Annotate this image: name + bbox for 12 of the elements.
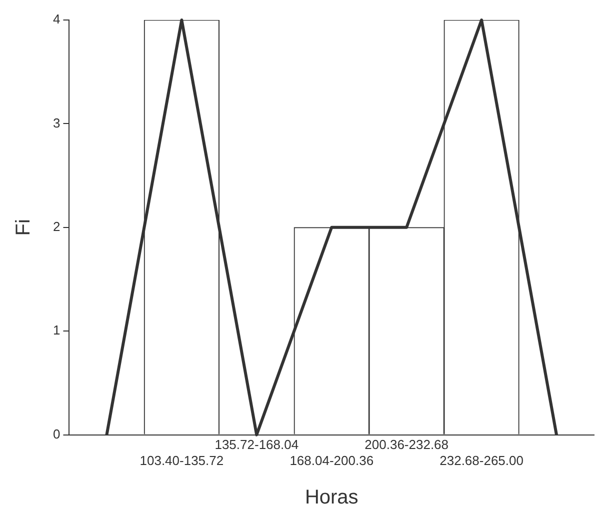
y-tick-label: 2 [52,218,60,234]
x-tick-label: 135.72-168.04 [214,437,299,452]
y-tick-label: 0 [52,426,60,442]
x-axis-title: Horas [304,486,358,509]
x-tick-label: 103.40-135.72 [140,452,224,468]
x-tick-label: 232.68-265.00 [440,452,524,468]
y-tick-label: 1 [52,322,60,338]
y-tick-label: 3 [52,115,60,130]
x-tick-label: 168.04-200.36 [290,452,374,468]
x-tick-label: 200.36-232.68 [364,437,449,452]
y-tick-label: 4 [52,12,60,27]
y-axis-title: Fi [12,219,35,236]
